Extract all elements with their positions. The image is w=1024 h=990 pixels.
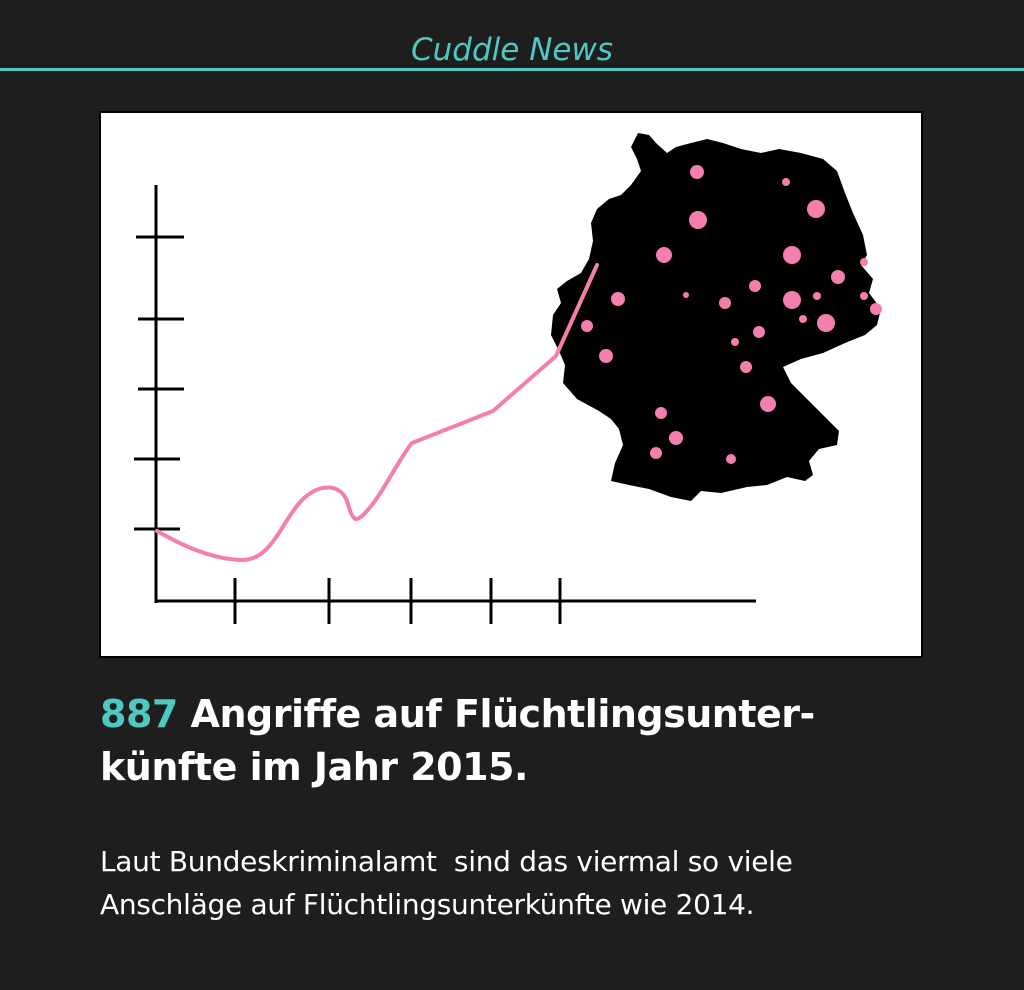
map-dot: [731, 338, 739, 346]
illustration: [134, 133, 882, 624]
map-dot: [817, 314, 835, 332]
brand-divider: [0, 68, 1024, 71]
illustration-panel: [99, 111, 923, 658]
map-dot: [669, 431, 683, 445]
map-dot: [740, 361, 752, 373]
trend-line: [155, 263, 599, 563]
map-dot: [655, 407, 667, 419]
map-dot: [656, 247, 672, 263]
map-dot: [813, 292, 821, 300]
headline-line2: künfte im Jahr 2015.: [100, 745, 528, 789]
map-dot: [726, 454, 736, 464]
germany-map-icon: [551, 133, 881, 501]
body-paragraph: Laut Bundeskriminalamt sind das viermal …: [100, 840, 980, 926]
map-dot: [611, 292, 625, 306]
headline-number: 887: [100, 692, 178, 736]
headline-line1: Angriffe auf Flüchtlingsunter-: [177, 692, 816, 736]
map-dot: [689, 211, 707, 229]
dots-layer: [581, 165, 882, 464]
map-dot: [860, 292, 868, 300]
map-dot: [719, 297, 731, 309]
brand-title: Cuddle News: [411, 32, 613, 68]
headline: 887 Angriffe auf Flüchtlingsunter-künfte…: [100, 688, 900, 794]
map-dot: [650, 447, 662, 459]
map-dot: [870, 303, 882, 315]
map-dot: [599, 349, 613, 363]
map-dot: [782, 178, 790, 186]
body-line2: Anschläge auf Flüchtlingsunterkünfte wie…: [100, 888, 755, 921]
map-dot: [690, 165, 704, 179]
map-dot: [581, 320, 593, 332]
map-dot: [749, 280, 761, 292]
map-dot: [760, 396, 776, 412]
map-dot: [683, 292, 689, 298]
body-line1: Laut Bundeskriminalamt sind das viermal …: [100, 845, 793, 878]
map-dot: [807, 200, 825, 218]
map-dot: [831, 270, 845, 284]
map-dot: [783, 246, 801, 264]
map-dot: [799, 315, 807, 323]
map-dot: [753, 326, 765, 338]
map-dot: [860, 258, 868, 266]
map-dot: [783, 291, 801, 309]
